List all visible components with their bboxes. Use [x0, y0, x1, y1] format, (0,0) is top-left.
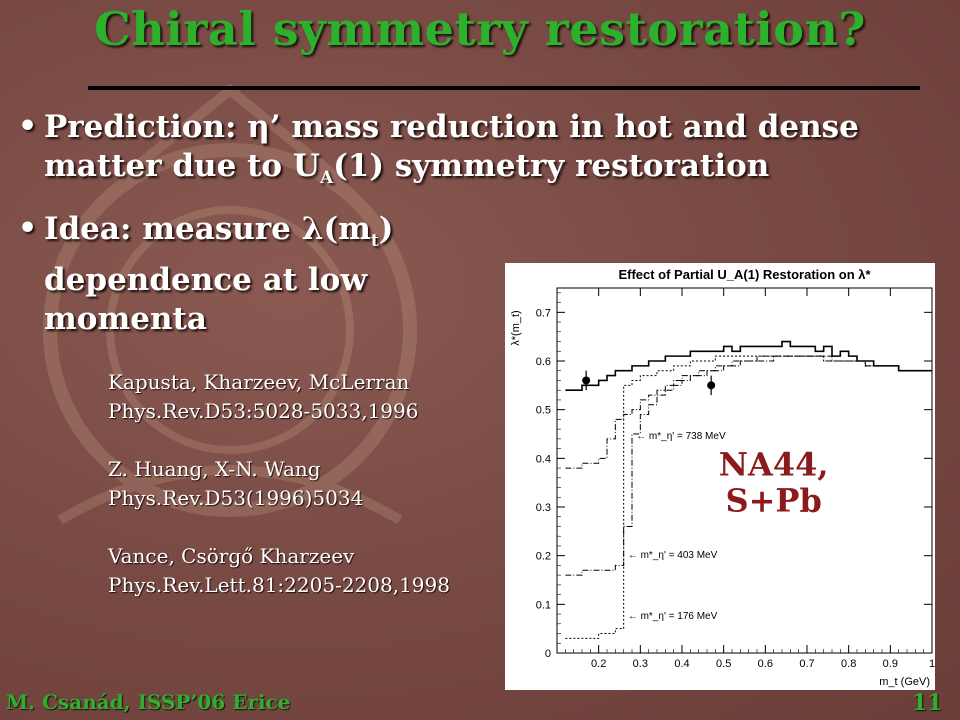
data-point	[582, 376, 591, 385]
y-tick-label: 0.5	[536, 405, 551, 417]
overlay-label: NA44,	[719, 445, 829, 483]
reference-line: Z. Huang, X-N. Wang	[108, 457, 321, 481]
bullet-item-prediction: • Prediction: η’ mass reduction in hot a…	[18, 108, 958, 198]
x-axis-label: m_t (GeV)	[879, 676, 930, 688]
y-tick-label: 0.2	[536, 551, 551, 563]
series-line-3	[565, 355, 932, 639]
x-tick-label: 0.4	[674, 658, 689, 670]
y-tick-label: 0.3	[536, 502, 551, 514]
chart-title: Effect of Partial U_A(1) Restoration on …	[618, 267, 871, 282]
y-tick-label: 0.1	[536, 599, 551, 611]
page-number: 11	[912, 690, 943, 716]
x-tick-label: 1	[929, 658, 935, 670]
chart-annotation: ← m*_η' = 738 MeV	[636, 431, 726, 442]
reference-line: Phys.Rev.D53:5028-5033,1996	[108, 399, 419, 423]
reference-line: Phys.Rev.D53(1996)5034	[108, 486, 364, 510]
x-tick-label: 0.5	[716, 658, 731, 670]
chart-svg: Effect of Partial U_A(1) Restoration on …	[510, 267, 935, 688]
bullet-item-idea: • Idea: measure λ(mt) dependence at low …	[18, 210, 958, 339]
reference-line: Kapusta, Kharzeev, McLerran	[108, 370, 410, 394]
x-tick-label: 0.3	[633, 658, 648, 670]
y-tick-label: 0.7	[536, 307, 551, 319]
x-tick-label: 0.2	[591, 658, 606, 670]
x-tick-label: 0.8	[841, 658, 856, 670]
chart-panel: Effect of Partial U_A(1) Restoration on …	[505, 263, 935, 690]
overlay-label: S+Pb	[725, 481, 821, 519]
y-tick-label: 0.4	[536, 453, 551, 465]
plot-frame	[556, 287, 933, 654]
bullet-dot-icon: •	[18, 109, 38, 144]
y-tick-label: 0	[545, 648, 551, 660]
slide-title: Chiral symmetry restoration?	[94, 2, 866, 56]
x-tick-label: 0.9	[883, 658, 898, 670]
footer-author: M. Csanád, ISSP’06 Erice	[6, 690, 291, 714]
x-tick-label: 0.7	[799, 658, 814, 670]
reference-line: Vance, Csörgő Kharzeev	[108, 544, 355, 568]
chart-annotation: ← m*_η' = 403 MeV	[628, 550, 718, 561]
chart-annotation: ← m*_η' = 176 MeV	[628, 611, 718, 622]
reference-list: Kapusta, Kharzeev, McLerran Phys.Rev.D53…	[108, 368, 508, 600]
bullet-text: Idea: measure λ(mt) dependence at low mo…	[44, 211, 394, 338]
title-underline	[88, 86, 920, 90]
bullet-list: • Prediction: η’ mass reduction in hot a…	[18, 108, 958, 351]
reference-line: Phys.Rev.Lett.81:2205-2208,1998	[108, 573, 450, 597]
y-axis-label: λ*(m_t)	[510, 310, 522, 345]
data-point	[707, 381, 716, 390]
y-tick-label: 0.6	[536, 356, 551, 368]
bullet-text: Prediction: η’ mass reduction in hot and…	[44, 109, 859, 189]
bullet-dot-icon: •	[18, 211, 38, 247]
x-tick-label: 0.6	[758, 658, 773, 670]
